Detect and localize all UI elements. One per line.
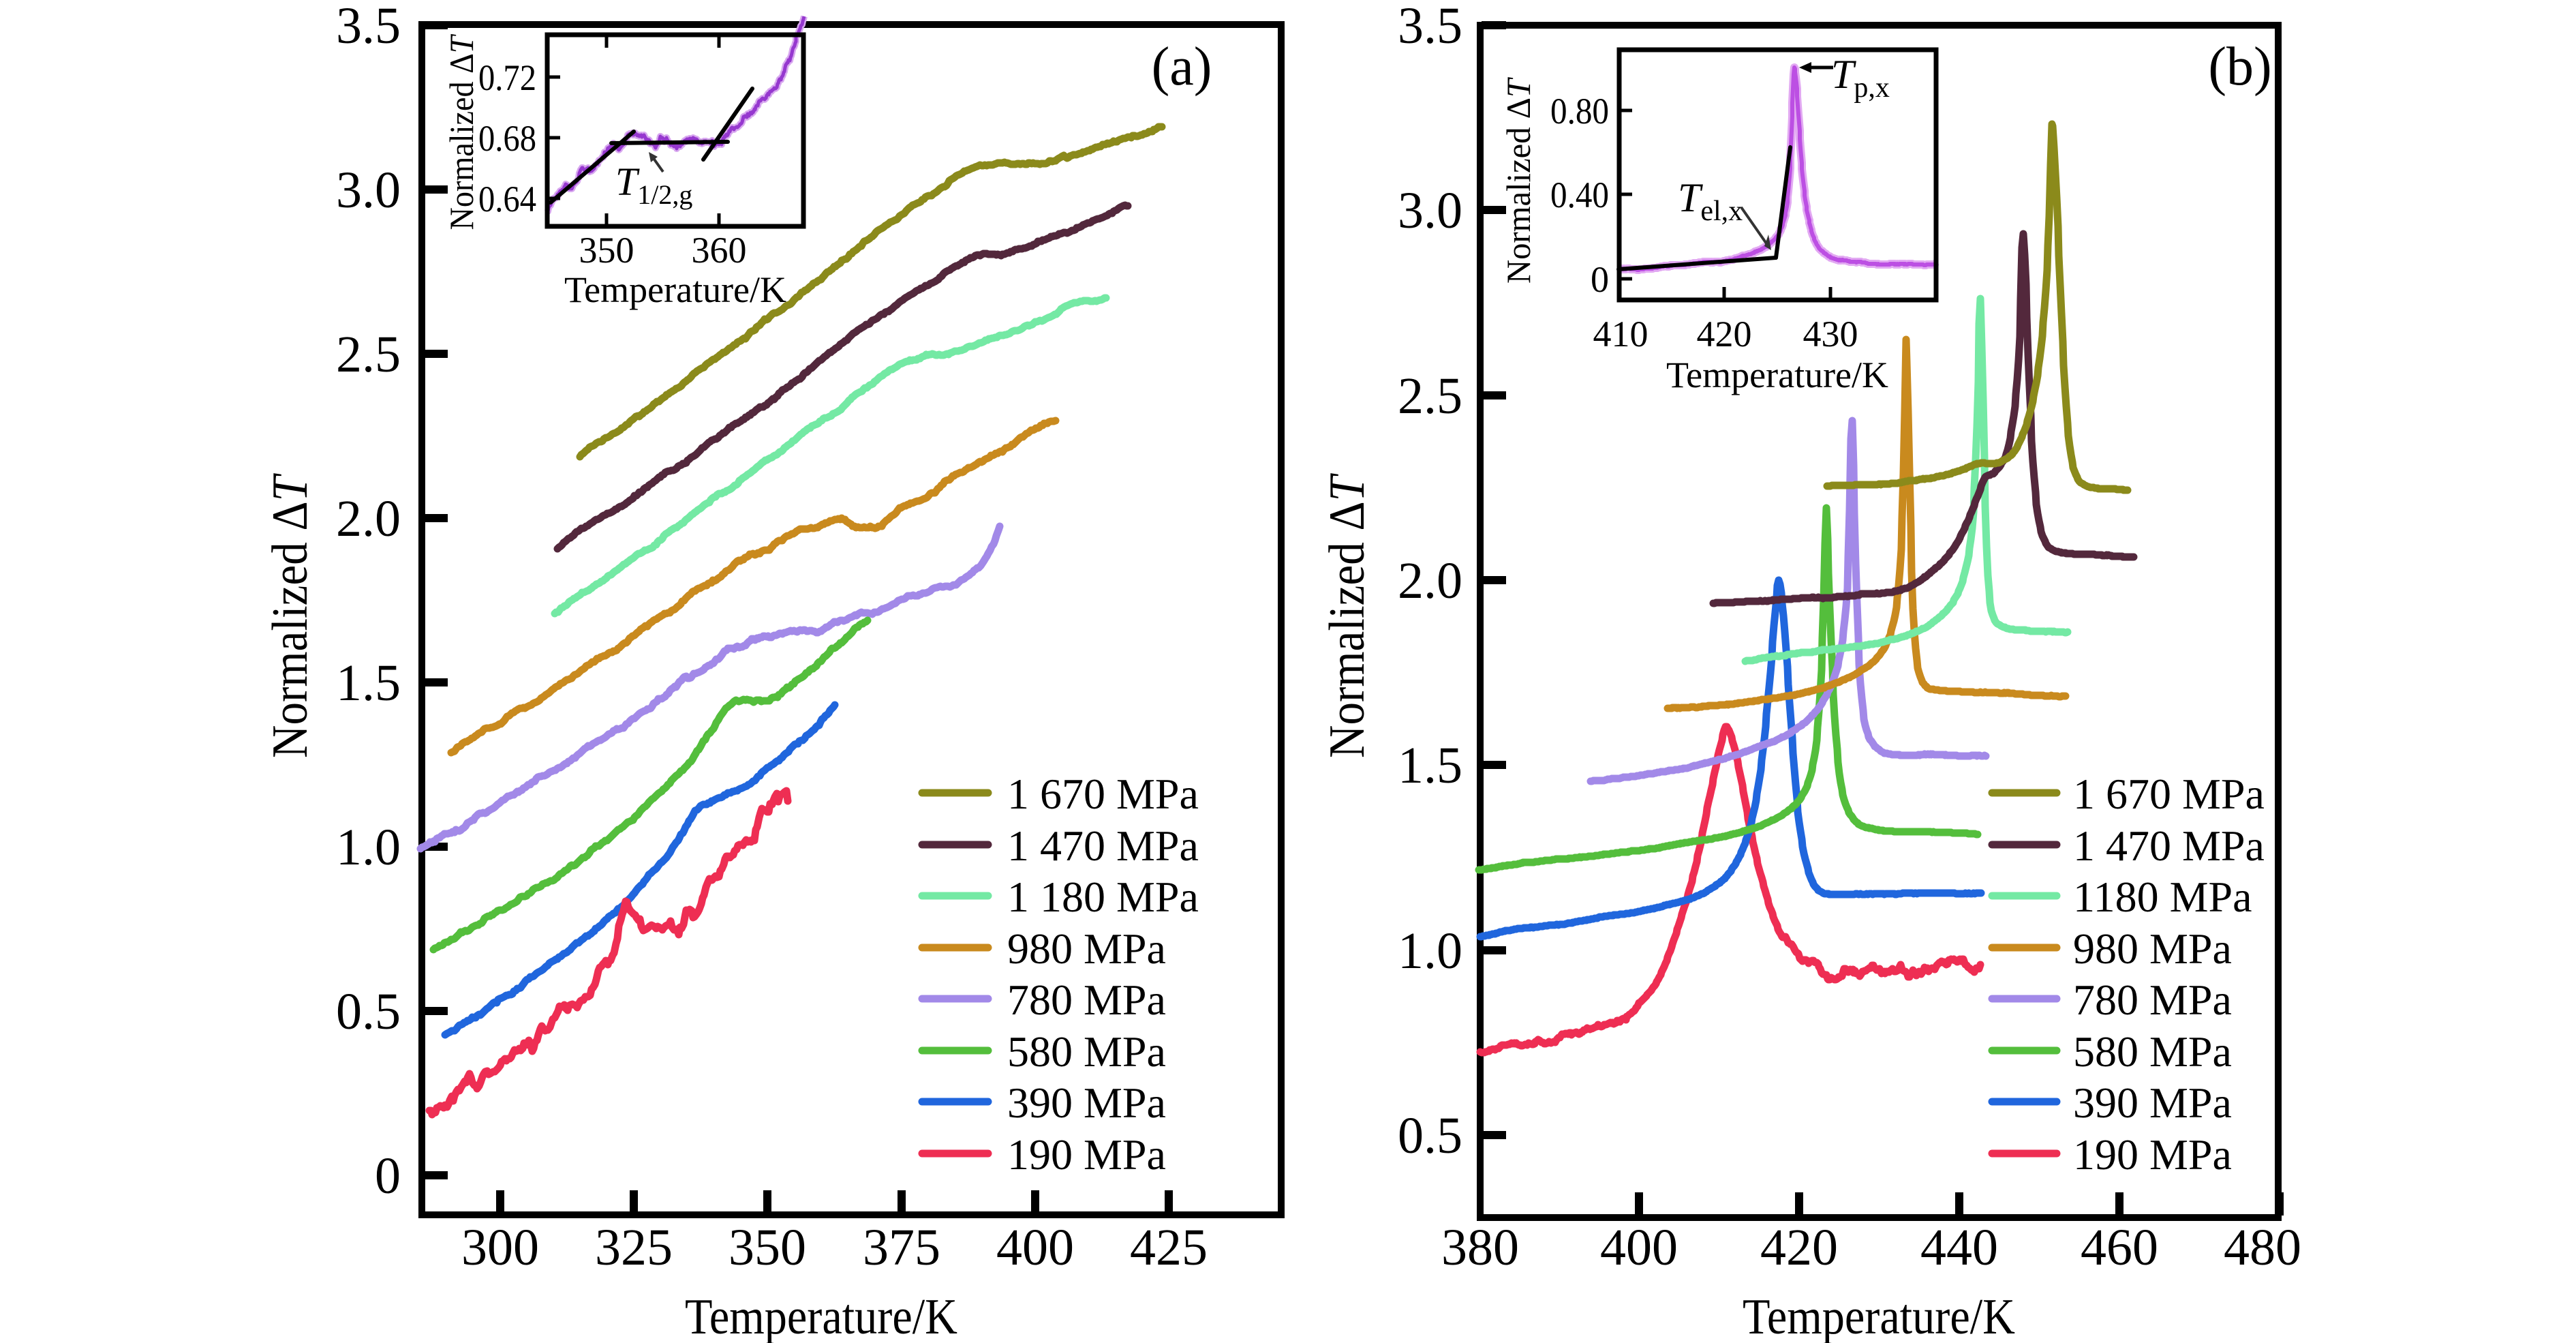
svg-text:410: 410 (1593, 314, 1649, 354)
svg-text:420: 420 (1760, 1219, 1838, 1276)
svg-text:Normalized ΔT: Normalized ΔT (442, 34, 480, 230)
svg-text:1.5: 1.5 (336, 654, 401, 712)
svg-text:3.0: 3.0 (1398, 182, 1462, 239)
svg-text:580 MPa: 580 MPa (2073, 1027, 2232, 1076)
svg-text:350: 350 (579, 230, 634, 271)
svg-text:350: 350 (729, 1219, 806, 1276)
svg-text:420: 420 (1697, 314, 1752, 354)
svg-text:1 180 MPa: 1 180 MPa (1007, 873, 1199, 921)
svg-text:1 670 MPa: 1 670 MPa (2073, 770, 2265, 818)
svg-text:1 670 MPa: 1 670 MPa (1007, 770, 1199, 818)
svg-text:3.5: 3.5 (336, 0, 401, 55)
svg-text:400: 400 (1600, 1219, 1678, 1276)
svg-text:1.0: 1.0 (1398, 922, 1462, 980)
svg-text:2.0: 2.0 (336, 490, 401, 547)
svg-text:0: 0 (375, 1147, 401, 1205)
svg-text:0.68: 0.68 (478, 118, 536, 159)
svg-text:1180 MPa: 1180 MPa (2073, 873, 2252, 921)
svg-text:Normalized ΔT: Normalized ΔT (262, 473, 318, 758)
svg-text:300: 300 (461, 1219, 539, 1276)
svg-text:2.0: 2.0 (1398, 552, 1462, 609)
svg-text:3.0: 3.0 (336, 162, 401, 219)
svg-text:400: 400 (996, 1219, 1074, 1276)
svg-text:980 MPa: 980 MPa (1007, 924, 1166, 973)
svg-text:2.5: 2.5 (336, 326, 401, 383)
svg-text:980 MPa: 980 MPa (2073, 924, 2232, 973)
svg-text:0.5: 0.5 (1398, 1107, 1462, 1164)
svg-text:1.5: 1.5 (1398, 737, 1462, 794)
svg-text:3.5: 3.5 (1398, 0, 1462, 55)
svg-text:(b): (b) (2208, 37, 2271, 97)
svg-text:0: 0 (1591, 259, 1609, 300)
svg-text:1.0: 1.0 (336, 819, 401, 876)
svg-text:(a): (a) (1152, 37, 1212, 97)
svg-text:325: 325 (595, 1219, 673, 1276)
svg-text:425: 425 (1130, 1219, 1208, 1276)
svg-text:480: 480 (2224, 1219, 2301, 1276)
svg-text:0.64: 0.64 (478, 179, 536, 220)
svg-text:Temperature/K: Temperature/K (685, 1289, 957, 1343)
svg-text:380: 380 (1441, 1219, 1519, 1276)
svg-text:Temperature/K: Temperature/K (1743, 1289, 2015, 1343)
svg-text:390 MPa: 390 MPa (2073, 1078, 2232, 1127)
svg-text:0.40: 0.40 (1550, 175, 1609, 215)
svg-text:Temperature/K: Temperature/K (1666, 354, 1888, 395)
svg-text:780 MPa: 780 MPa (1007, 976, 1166, 1024)
svg-text:360: 360 (692, 230, 747, 271)
svg-text:390 MPa: 390 MPa (1007, 1078, 1166, 1127)
svg-text:Temperature/K: Temperature/K (564, 269, 786, 310)
svg-text:190 MPa: 190 MPa (1007, 1130, 1166, 1179)
svg-text:460: 460 (2081, 1219, 2158, 1276)
svg-text:1 470 MPa: 1 470 MPa (2073, 821, 2265, 870)
svg-text:0.5: 0.5 (336, 983, 401, 1040)
svg-text:375: 375 (863, 1219, 940, 1276)
svg-text:580 MPa: 580 MPa (1007, 1027, 1166, 1076)
svg-text:0.80: 0.80 (1550, 91, 1609, 132)
svg-text:Normalized ΔT: Normalized ΔT (1499, 77, 1537, 284)
svg-text:780 MPa: 780 MPa (2073, 976, 2232, 1024)
svg-text:440: 440 (1920, 1219, 1998, 1276)
svg-text:430: 430 (1803, 314, 1858, 354)
svg-text:0.72: 0.72 (478, 57, 536, 98)
svg-text:2.5: 2.5 (1398, 367, 1462, 425)
svg-text:Normalized ΔT: Normalized ΔT (1319, 473, 1375, 758)
svg-text:190 MPa: 190 MPa (2073, 1130, 2232, 1179)
svg-text:1 470 MPa: 1 470 MPa (1007, 821, 1199, 870)
